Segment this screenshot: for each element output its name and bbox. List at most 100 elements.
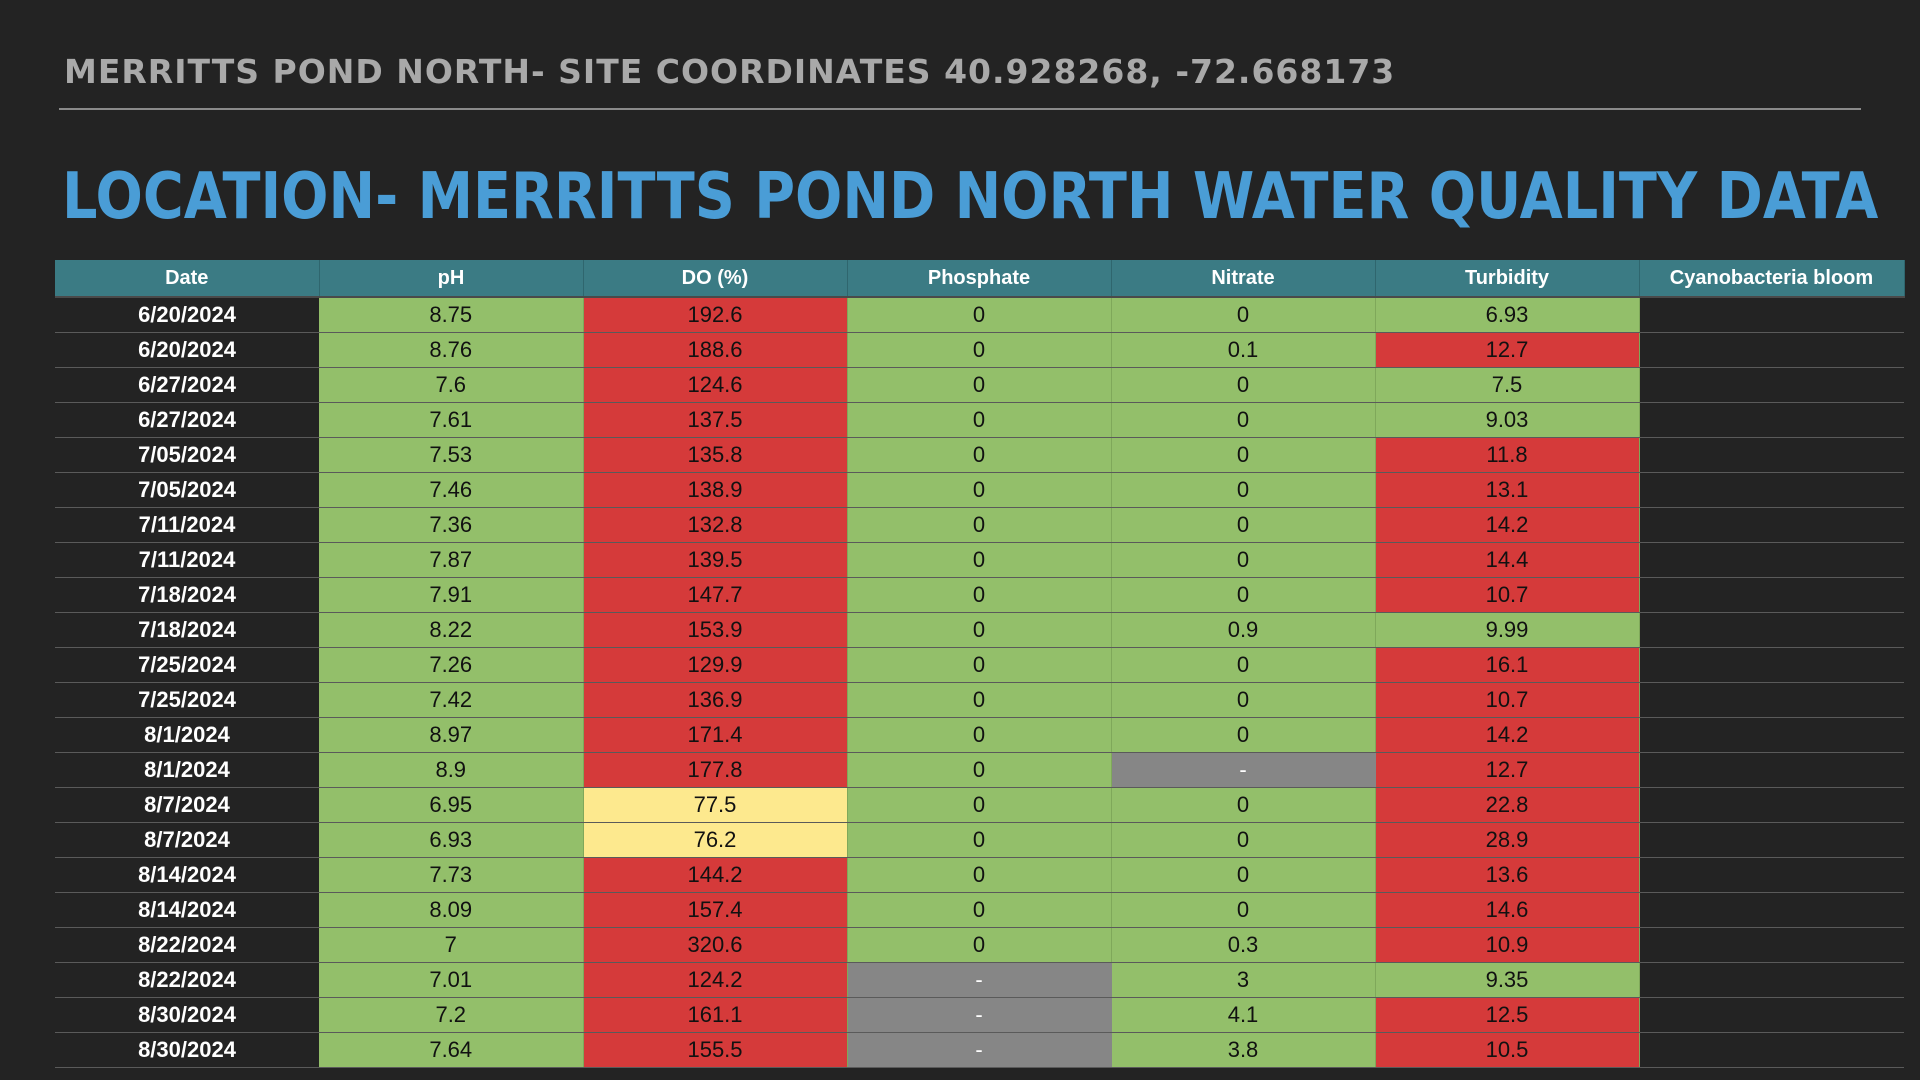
do-cell: 147.7 (583, 577, 848, 613)
do-cell: 153.9 (583, 612, 848, 648)
date-cell: 8/7/2024 (55, 822, 319, 858)
do-cell: 137.5 (583, 402, 848, 438)
ph-cell: 7.53 (319, 437, 584, 473)
turbidity-cell: 6.93 (1375, 297, 1640, 333)
cyanobacteria-bloom-cell (1639, 752, 1904, 788)
table-row: 8/30/2024 7.2 161.1-4.1 12.5 (55, 997, 1904, 1033)
nitrate-cell: 0 (1111, 577, 1376, 613)
ph-cell: 6.95 (319, 787, 584, 823)
turbidity-cell: 13.6 (1375, 857, 1640, 893)
nitrate-cell: 0 (1111, 472, 1376, 508)
cyanobacteria-bloom-cell (1639, 577, 1904, 613)
column-header-do: DO (%) (583, 260, 848, 298)
phosphate-cell: 0 (847, 367, 1112, 403)
date-cell: 8/30/2024 (55, 997, 319, 1033)
cyanobacteria-bloom-cell (1639, 437, 1904, 473)
do-cell: 155.5 (583, 1032, 848, 1068)
nitrate-cell: 0.9 (1111, 612, 1376, 648)
phosphate-cell: 0 (847, 402, 1112, 438)
ph-cell: 7 (319, 927, 584, 963)
nitrate-cell: 0 (1111, 857, 1376, 893)
date-cell: 6/27/2024 (55, 367, 319, 403)
date-cell: 8/22/2024 (55, 962, 319, 998)
date-cell: 6/20/2024 (55, 332, 319, 368)
phosphate-cell: 0 (847, 717, 1112, 753)
cyanobacteria-bloom-cell (1639, 332, 1904, 368)
column-header-cyanobacteria-bloom: Cyanobacteria bloom (1639, 260, 1905, 298)
cyanobacteria-bloom-cell (1639, 612, 1904, 648)
turbidity-cell: 12.5 (1375, 997, 1640, 1033)
phosphate-cell: - (847, 997, 1112, 1033)
phosphate-cell: 0 (847, 577, 1112, 613)
ph-cell: 7.64 (319, 1032, 584, 1068)
do-cell: 124.6 (583, 367, 848, 403)
date-cell: 7/11/2024 (55, 542, 319, 578)
table-row: 8/1/2024 8.97 171.4 0 0 14.2 (55, 717, 1904, 753)
nitrate-cell: 3 (1111, 962, 1376, 998)
turbidity-cell: 11.8 (1375, 437, 1640, 473)
do-cell: 124.2 (583, 962, 848, 998)
nitrate-cell: 0 (1111, 507, 1376, 543)
cyanobacteria-bloom-cell (1639, 962, 1904, 998)
do-cell: 136.9 (583, 682, 848, 718)
nitrate-cell: 0 (1111, 437, 1376, 473)
table-row: 8/7/2024 6.93 76.2 0 0 28.9 (55, 822, 1904, 858)
date-cell: 7/25/2024 (55, 647, 319, 683)
ph-cell: 8.9 (319, 752, 584, 788)
phosphate-cell: 0 (847, 507, 1112, 543)
phosphate-cell: 0 (847, 857, 1112, 893)
date-cell: 8/7/2024 (55, 787, 319, 823)
phosphate-cell: 0 (847, 647, 1112, 683)
table-row: 7/11/2024 7.36 132.8 0 0 14.2 (55, 507, 1904, 543)
cyanobacteria-bloom-cell (1639, 717, 1904, 753)
cyanobacteria-bloom-cell (1639, 297, 1904, 333)
column-header-nitrate: Nitrate (1111, 260, 1376, 298)
turbidity-cell: 10.7 (1375, 577, 1640, 613)
phosphate-cell: - (847, 1032, 1112, 1068)
cyanobacteria-bloom-cell (1639, 1032, 1904, 1068)
do-cell: 144.2 (583, 857, 848, 893)
phosphate-cell: 0 (847, 542, 1112, 578)
table-row: 8/7/2024 6.95 77.5 0 0 22.8 (55, 787, 1904, 823)
nitrate-cell: 0 (1111, 647, 1376, 683)
column-header-phosphate: Phosphate (847, 260, 1112, 298)
cyanobacteria-bloom-cell (1639, 402, 1904, 438)
cyanobacteria-bloom-cell (1639, 857, 1904, 893)
date-cell: 8/30/2024 (55, 1032, 319, 1068)
table-row: 6/20/2024 8.75 192.6 0 0 6.93 (55, 297, 1904, 333)
turbidity-cell: 28.9 (1375, 822, 1640, 858)
cyanobacteria-bloom-cell (1639, 822, 1904, 858)
cyanobacteria-bloom-cell (1639, 472, 1904, 508)
cyanobacteria-bloom-cell (1639, 647, 1904, 683)
ph-cell: 8.09 (319, 892, 584, 928)
table-row: 7/25/2024 7.42 136.9 0 0 10.7 (55, 682, 1904, 718)
date-cell: 7/25/2024 (55, 682, 319, 718)
cyanobacteria-bloom-cell (1639, 997, 1904, 1033)
date-cell: 7/11/2024 (55, 507, 319, 543)
date-cell: 7/05/2024 (55, 437, 319, 473)
phosphate-cell: - (847, 962, 1112, 998)
ph-cell: 7.87 (319, 542, 584, 578)
cyanobacteria-bloom-cell (1639, 682, 1904, 718)
water-quality-table-container: Date pH DO (%) Phosphate Nitrate Turbidi… (55, 260, 1905, 1068)
ph-cell: 7.73 (319, 857, 584, 893)
turbidity-cell: 10.9 (1375, 927, 1640, 963)
ph-cell: 7.01 (319, 962, 584, 998)
do-cell: 157.4 (583, 892, 848, 928)
nitrate-cell: 0 (1111, 822, 1376, 858)
column-header-date: Date (55, 260, 320, 298)
ph-cell: 7.61 (319, 402, 584, 438)
nitrate-cell: 0 (1111, 297, 1376, 333)
date-cell: 8/22/2024 (55, 927, 319, 963)
ph-cell: 7.26 (319, 647, 584, 683)
turbidity-cell: 22.8 (1375, 787, 1640, 823)
date-cell: 7/18/2024 (55, 612, 319, 648)
date-cell: 8/14/2024 (55, 892, 319, 928)
table-row: 7/11/2024 7.87 139.5 0 0 14.4 (55, 542, 1904, 578)
nitrate-cell: 0 (1111, 367, 1376, 403)
ph-cell: 8.76 (319, 332, 584, 368)
do-cell: 129.9 (583, 647, 848, 683)
table-row: 8/22/2024 7 320.6 0 0.3 10.9 (55, 927, 1904, 963)
turbidity-cell: 14.4 (1375, 542, 1640, 578)
turbidity-cell: 16.1 (1375, 647, 1640, 683)
